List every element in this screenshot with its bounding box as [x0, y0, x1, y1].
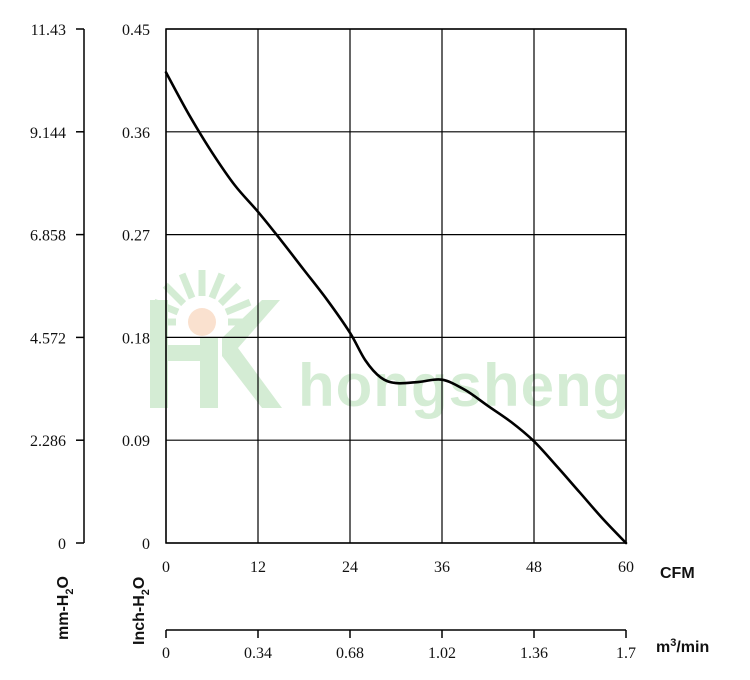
- inch-h2o-unit-base: Inch-H: [131, 595, 148, 645]
- mm-h2o-tick-label: 11.43: [31, 22, 66, 39]
- m3min-tick-label: 1.36: [520, 645, 548, 662]
- plot-frame: [165, 28, 627, 544]
- m3min-tick-label: 1.02: [428, 645, 456, 662]
- mm-h2o-unit-tail: O: [55, 576, 72, 588]
- m3min-unit-sup: 3: [670, 637, 676, 649]
- cfm-tick-label: 36: [434, 559, 450, 576]
- cfm-tick-label: 60: [618, 559, 634, 576]
- hongsheng-logo-icon: [150, 270, 282, 408]
- m3min-unit-label: m3/min: [656, 637, 709, 656]
- inch-h2o-tick-labels: 0 0.09 0.18 0.27 0.36 0.45: [122, 22, 150, 553]
- cfm-tick-label: 48: [526, 559, 542, 576]
- inch-h2o-tick-label: 0: [142, 536, 150, 553]
- m3min-tick-label: 0.34: [244, 645, 272, 662]
- logo-bar-left: [150, 300, 168, 408]
- inch-h2o-unit-sub: 2: [140, 589, 152, 595]
- cfm-tick-label: 24: [342, 559, 358, 576]
- inch-h2o-tick-label: 0.45: [122, 22, 150, 39]
- cfm-unit-label: CFM: [660, 565, 695, 582]
- mm-h2o-tick-label: 2.286: [30, 433, 66, 450]
- mm-h2o-tick-label: 0: [58, 536, 66, 553]
- logo-sun: [188, 308, 216, 336]
- m3min-unit-tail: /min: [676, 639, 709, 656]
- mm-h2o-unit-label: mm-H2O: [55, 576, 76, 640]
- mm-h2o-tick-labels: 0 2.286 4.572 6.858 9.144 11.43: [30, 22, 84, 553]
- inch-h2o-tick-label: 0.27: [122, 228, 150, 245]
- hongsheng-watermark: hongsheng: [150, 270, 630, 419]
- mm-h2o-tick-label: 9.144: [30, 125, 66, 142]
- inch-h2o-tick-label: 0.18: [122, 330, 150, 347]
- logo-k-shape: [222, 300, 282, 408]
- logo-ray: [178, 272, 196, 300]
- watermark-brand-text: hongsheng: [298, 352, 630, 419]
- inch-h2o-tick-label: 0.36: [122, 125, 150, 142]
- cfm-tick-label: 12: [250, 559, 266, 576]
- logo-ray: [162, 282, 187, 307]
- logo-bar-center: [200, 338, 218, 408]
- m3min-tick-label: 1.7: [616, 645, 636, 662]
- mm-h2o-unit-sub: 2: [64, 589, 76, 595]
- inch-h2o-unit-tail: O: [131, 577, 148, 589]
- m3min-tick-label: 0.68: [336, 645, 364, 662]
- cfm-tick-labels: 0 12 24 36 48 60: [162, 559, 634, 576]
- logo-ray: [208, 272, 226, 300]
- logo-ray: [217, 282, 242, 307]
- mm-h2o-tick-label: 6.858: [30, 228, 66, 245]
- m3min-tick-labels: 0 0.34 0.68 1.02 1.36 1.7: [162, 630, 636, 662]
- m3min-tick-label: 0: [162, 645, 170, 662]
- inch-h2o-tick-label: 0.09: [122, 433, 150, 450]
- mm-h2o-unit-base: mm-H: [55, 595, 72, 640]
- logo-ray: [224, 298, 252, 316]
- inch-h2o-unit-label: Inch-H2O: [131, 577, 152, 645]
- m3min-unit-base: m: [656, 639, 670, 656]
- mm-h2o-tick-label: 4.572: [30, 330, 66, 347]
- cfm-tick-label: 0: [162, 559, 170, 576]
- series-line-pressure-flow: [164, 71, 628, 545]
